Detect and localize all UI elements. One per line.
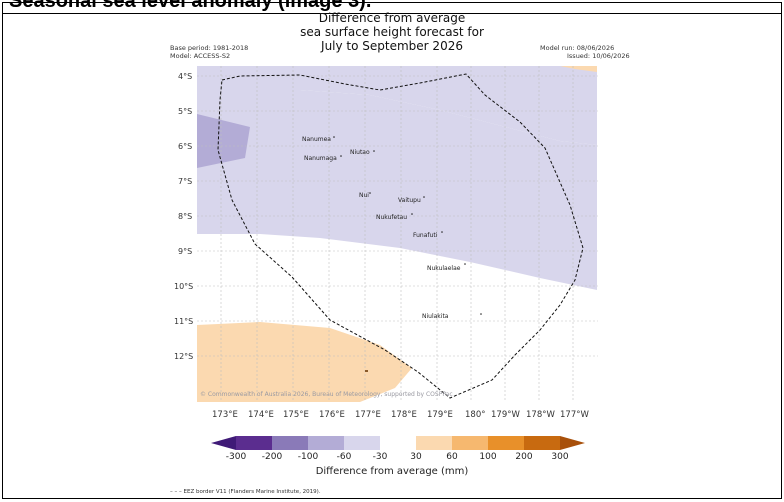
lat-label: 11°S xyxy=(174,317,194,326)
colorbar-arrow-min xyxy=(211,436,236,450)
lon-label: 180° xyxy=(465,410,486,420)
lat-label: 6°S xyxy=(178,142,193,151)
colorbar-segment xyxy=(344,436,380,450)
colorbar-segment xyxy=(308,436,344,450)
island-marker xyxy=(365,370,368,372)
negative-anomaly-band xyxy=(197,90,597,290)
colorbar-segment xyxy=(272,436,308,450)
lon-label: 175°E xyxy=(283,410,309,420)
colorbar-segment xyxy=(488,436,524,450)
right-border xyxy=(781,13,782,499)
island-markers xyxy=(333,136,482,315)
map-title-line-1: Difference from average xyxy=(318,11,466,25)
lat-label: 7°S xyxy=(178,177,193,186)
map-title-line-2: sea surface height forecast for xyxy=(300,25,484,39)
lat-label: 8°S xyxy=(178,212,193,221)
colorbar-segment xyxy=(452,436,488,450)
positive-anomaly-region xyxy=(197,322,412,402)
section-heading: Seasonal sea level anomaly (image 3). xyxy=(9,0,372,12)
colorbar-arrow-max xyxy=(560,436,585,450)
colorbar-tick-label: -300 xyxy=(225,452,247,462)
eez-legend-text: EEZ border V11 (Flanders Marine Institut… xyxy=(183,489,321,495)
lon-label: 173°E xyxy=(212,410,238,420)
colorbar-tick-label: -30 xyxy=(372,452,388,462)
colorbar-tick-label: -200 xyxy=(261,452,283,462)
eez-border xyxy=(217,73,584,399)
colorbar-tick-label: 30 xyxy=(410,452,422,462)
lon-label: 177°E xyxy=(355,410,381,420)
colorbar-tick-label: 300 xyxy=(551,452,569,462)
lon-label: 179°W xyxy=(491,410,520,420)
lon-label: 178°W xyxy=(526,410,555,420)
lat-label: 12°S xyxy=(174,352,194,361)
place-label-nanumea: Nanumea xyxy=(302,136,331,143)
lon-label: 176°E xyxy=(319,410,345,420)
place-label-nukulaelae: Nukulaelae xyxy=(427,265,461,272)
model-run: Model run: 08/06/2026 xyxy=(540,44,615,52)
left-border xyxy=(2,13,3,499)
colorbar-segment xyxy=(524,436,560,450)
lat-label: 10°S xyxy=(174,282,194,291)
issued-date: Issued: 10/06/2026 xyxy=(567,52,630,60)
negative-anomaly-band xyxy=(197,66,597,145)
base-period: Base period: 1981-2018 xyxy=(170,44,249,52)
model-name: Model: ACCESS-S2 xyxy=(170,52,231,60)
lat-label: 5°S xyxy=(178,107,193,116)
header-divider xyxy=(2,13,782,14)
map-title-line-3: July to September 2026 xyxy=(321,39,463,53)
lon-label: 177°W xyxy=(560,410,589,420)
lat-label: 4°S xyxy=(178,72,193,81)
place-label-nanumaga: Nanumaga xyxy=(304,155,337,162)
colorbar-tick-label: -100 xyxy=(297,452,319,462)
colorbar-segment xyxy=(416,436,452,450)
copyright-notice: © Commonwealth of Australia 2026, Bureau… xyxy=(200,391,453,398)
colorbar-tick-label: 60 xyxy=(446,452,458,462)
lon-label: 178°E xyxy=(391,410,417,420)
place-label-niutao: Niutao xyxy=(350,149,370,156)
colorbar-tick-label: 100 xyxy=(479,452,497,462)
colorbar-segment xyxy=(236,436,272,450)
eez-legend: – – – EEZ border V11 (Flanders Marine In… xyxy=(170,489,321,495)
place-label-vaitupu: Vaitupu xyxy=(398,197,421,204)
lon-label: 174°E xyxy=(248,410,274,420)
eez-line-symbol: – – – xyxy=(170,489,184,495)
grid-lines xyxy=(197,66,598,402)
lon-label: 179°E xyxy=(427,410,453,420)
place-label-nui: Nui xyxy=(359,192,369,199)
colorbar-title: Difference from average (mm) xyxy=(315,466,469,477)
positive-anomaly-corner xyxy=(560,66,597,72)
colorbar-tick-label: 200 xyxy=(515,452,533,462)
colorbar-tick-label: -60 xyxy=(336,452,352,462)
place-label-niulakita: Niulakita xyxy=(422,313,449,320)
place-label-nukufetau: Nukufetau xyxy=(376,214,408,221)
lat-label: 9°S xyxy=(178,247,193,256)
strong-negative-anomaly xyxy=(197,114,250,168)
colorbar-segment xyxy=(380,436,416,450)
place-label-funafuti: Funafuti xyxy=(413,232,438,239)
